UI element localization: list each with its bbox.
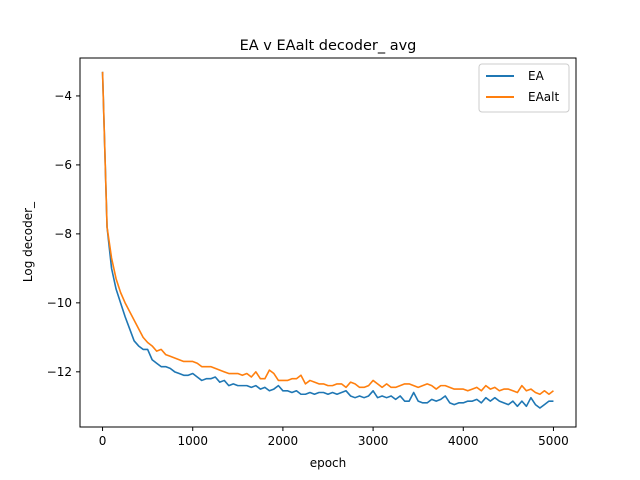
legend: EA EAalt [478, 63, 570, 113]
y-tick-label: −6 [54, 158, 72, 172]
series-line-ea [101, 71, 554, 409]
y-tick-label: −12 [47, 365, 72, 379]
x-tick-label: 3000 [358, 434, 389, 448]
series-layer [101, 71, 554, 409]
series-line-eaalt [101, 71, 554, 396]
legend-label-ea: EA [528, 69, 545, 83]
plot-area [79, 57, 577, 428]
legend-label-eaalt: EAalt [528, 90, 559, 104]
chart-title: EA v EAalt decoder_ avg [240, 38, 417, 54]
axes-frame [79, 57, 577, 428]
y-axis-label: Log decoder_ [21, 201, 35, 282]
x-axis-label: epoch [310, 456, 347, 470]
x-tick-label: 5000 [538, 434, 569, 448]
y-tick-label: −10 [47, 296, 72, 310]
y-tick-label: −8 [54, 227, 72, 241]
legend-box [478, 63, 570, 113]
y-axis: −12 −10 −8 −6 −4 [47, 89, 80, 379]
x-axis: 0 1000 2000 3000 4000 5000 [99, 427, 569, 448]
x-tick-label: 2000 [268, 434, 299, 448]
y-tick-label: −4 [54, 89, 72, 103]
x-tick-label: 4000 [448, 434, 479, 448]
x-tick-label: 0 [99, 434, 107, 448]
x-tick-label: 1000 [177, 434, 208, 448]
